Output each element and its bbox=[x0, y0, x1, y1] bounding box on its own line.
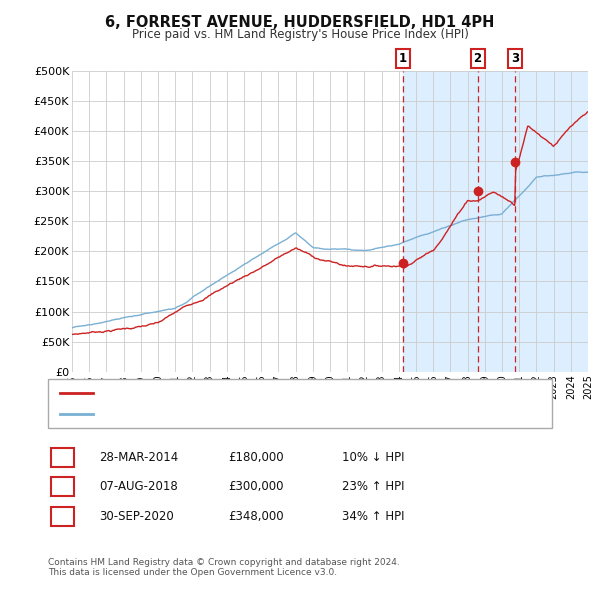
Text: Price paid vs. HM Land Registry's House Price Index (HPI): Price paid vs. HM Land Registry's House … bbox=[131, 28, 469, 41]
Text: 3: 3 bbox=[58, 510, 67, 523]
Text: HPI: Average price, detached house, Kirklees: HPI: Average price, detached house, Kirk… bbox=[99, 409, 334, 419]
Text: 34% ↑ HPI: 34% ↑ HPI bbox=[342, 510, 404, 523]
Text: 3: 3 bbox=[511, 53, 519, 65]
Text: £180,000: £180,000 bbox=[228, 451, 284, 464]
Text: 1: 1 bbox=[399, 53, 407, 65]
Text: 07-AUG-2018: 07-AUG-2018 bbox=[99, 480, 178, 493]
Text: 6, FORREST AVENUE, HUDDERSFIELD, HD1 4PH: 6, FORREST AVENUE, HUDDERSFIELD, HD1 4PH bbox=[106, 15, 494, 30]
Text: 2: 2 bbox=[58, 480, 67, 493]
Text: 6, FORREST AVENUE, HUDDERSFIELD, HD1 4PH (detached house): 6, FORREST AVENUE, HUDDERSFIELD, HD1 4PH… bbox=[99, 388, 440, 398]
Text: 1: 1 bbox=[58, 451, 67, 464]
Text: £348,000: £348,000 bbox=[228, 510, 284, 523]
Text: 10% ↓ HPI: 10% ↓ HPI bbox=[342, 451, 404, 464]
Text: 30-SEP-2020: 30-SEP-2020 bbox=[99, 510, 174, 523]
Text: 2: 2 bbox=[473, 53, 482, 65]
Text: Contains HM Land Registry data © Crown copyright and database right 2024.
This d: Contains HM Land Registry data © Crown c… bbox=[48, 558, 400, 577]
Text: £300,000: £300,000 bbox=[228, 480, 284, 493]
Bar bbox=[403, 71, 588, 372]
Text: 28-MAR-2014: 28-MAR-2014 bbox=[99, 451, 178, 464]
Text: 23% ↑ HPI: 23% ↑ HPI bbox=[342, 480, 404, 493]
